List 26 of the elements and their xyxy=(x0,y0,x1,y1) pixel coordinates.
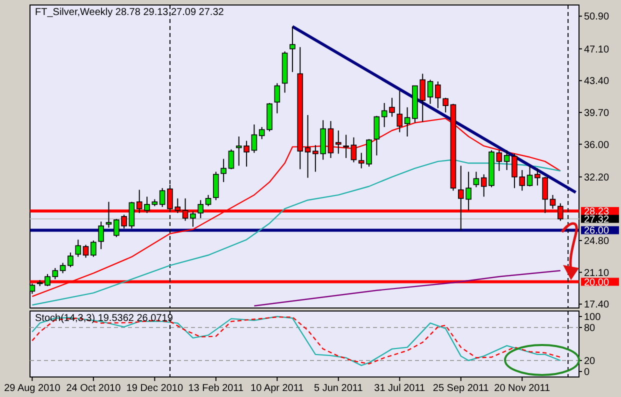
x-tick-label: 10 Apr 2011 xyxy=(250,383,304,394)
y-tick-label: 50.90 xyxy=(584,12,610,23)
chart-title: FT_Silver,Weekly 28.78 29.13 27.09 27.32 xyxy=(35,7,224,18)
x-tick-label: 5 Jun 2011 xyxy=(314,383,364,394)
y-tick-label: 21.10 xyxy=(584,268,610,279)
ref-line-label: 20.00 xyxy=(584,277,610,288)
y-tick-label: 80 xyxy=(584,323,596,334)
y-tick-label: 24.80 xyxy=(584,236,610,248)
y-tick-label: 17.40 xyxy=(584,300,610,311)
x-tick-label: 31 Jul 2011 xyxy=(374,383,426,394)
y-tick-label: 39.70 xyxy=(584,108,610,119)
y-tick-label: 20 xyxy=(584,356,596,367)
x-tick-label: 20 Nov 2011 xyxy=(494,383,551,394)
y-tick-label: 0 xyxy=(584,367,590,378)
y-tick-label: 36.00 xyxy=(584,140,610,151)
x-tick-label: 25 Sep 2011 xyxy=(432,383,490,394)
ref-line-label: 26.00 xyxy=(584,226,610,237)
ref-line-label: 27.32 xyxy=(584,214,610,226)
y-tick-label: 100 xyxy=(584,312,602,323)
x-tick-label: 24 Oct 2010 xyxy=(66,383,122,394)
y-tick-label: 32.20 xyxy=(584,172,610,184)
y-tick-label: 47.10 xyxy=(584,44,610,56)
y-tick-label: 43.40 xyxy=(584,76,610,88)
x-tick-label: 19 Dec 2010 xyxy=(126,383,184,394)
x-tick-label: 29 Aug 2010 xyxy=(4,383,61,394)
x-tick-label: 13 Feb 2011 xyxy=(188,383,244,394)
